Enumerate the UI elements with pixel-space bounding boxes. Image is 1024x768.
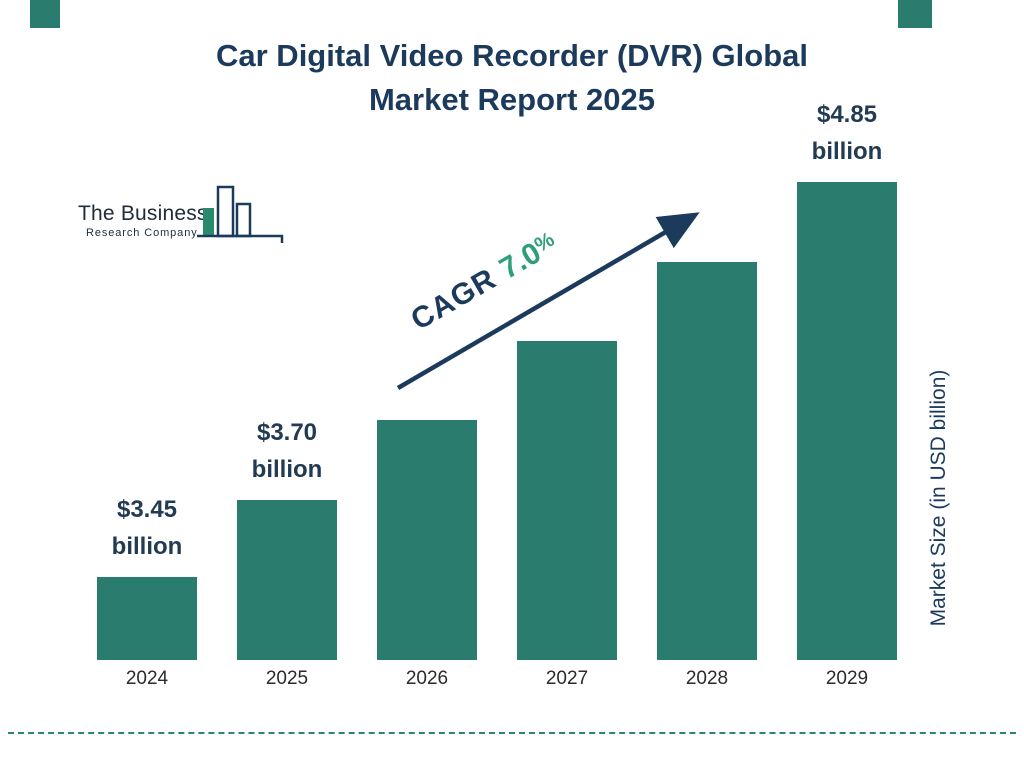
x-axis-label-2027: 2027: [545, 668, 589, 689]
x-axis-label-2028: 2028: [685, 668, 729, 689]
x-axis-label-2029: 2029: [825, 668, 869, 689]
cagr-label: CAGR: [405, 262, 502, 337]
company-subname: Research Company: [86, 227, 198, 239]
page-title-line1: Car Digital Video Recorder (DVR) Global: [216, 38, 808, 73]
company-logo-text: The Business Research Company: [78, 202, 208, 239]
corner-accent-left: [30, 0, 60, 28]
bar-2026: [377, 420, 477, 660]
bottom-dashed-line: [8, 732, 1016, 734]
x-axis-label-2026: 2026: [405, 668, 449, 689]
bar-2027: [517, 341, 617, 660]
data-label-2025: $3.70 billion: [251, 419, 323, 483]
page-title-line2: Market Report 2025: [368, 82, 655, 118]
corner-accent-right: [898, 0, 932, 28]
bar-chart-logo-icon: [196, 182, 288, 251]
y-axis-title: Market Size (in USD billion): [927, 369, 950, 627]
cagr-annotation: CAGR7.0%: [406, 227, 564, 338]
bar-2029: [797, 182, 897, 660]
bar-2025: [237, 500, 337, 660]
data-label-2024: $3.45 billion: [111, 496, 183, 560]
company-logo: The Business Research Company: [78, 182, 288, 248]
x-axis-label-2025: 2025: [265, 668, 309, 689]
company-name: The Business: [78, 202, 208, 225]
page-title: Car Digital Video Recorder (DVR) Global …: [0, 34, 1024, 122]
bar-2024: [97, 577, 197, 660]
data-label-2029: $4.85 billion: [811, 101, 883, 165]
bar-2028: [657, 262, 757, 660]
x-axis-label-2024: 2024: [125, 668, 169, 689]
